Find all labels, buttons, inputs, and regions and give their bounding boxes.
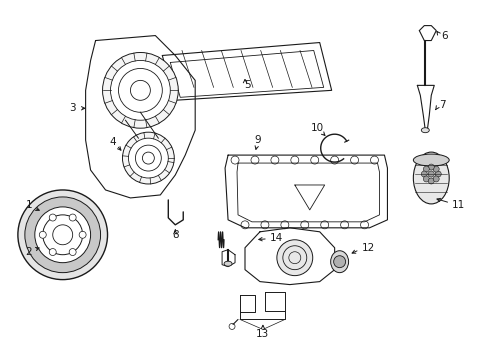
Circle shape (421, 171, 427, 177)
Circle shape (427, 178, 433, 184)
Circle shape (18, 190, 107, 280)
Circle shape (427, 164, 433, 170)
Text: 6: 6 (440, 31, 447, 41)
Text: 9: 9 (254, 135, 261, 145)
Ellipse shape (330, 251, 348, 273)
Text: 14: 14 (269, 233, 283, 243)
Text: 12: 12 (361, 243, 374, 253)
Text: 3: 3 (69, 103, 76, 113)
Circle shape (35, 207, 90, 263)
Circle shape (110, 60, 170, 120)
Circle shape (69, 214, 76, 221)
Text: 1: 1 (25, 200, 32, 210)
Ellipse shape (421, 128, 428, 133)
Circle shape (423, 176, 428, 182)
Circle shape (49, 214, 56, 221)
Circle shape (49, 248, 56, 256)
Text: 4: 4 (109, 137, 116, 147)
Circle shape (128, 138, 168, 178)
Circle shape (434, 171, 440, 177)
Text: 10: 10 (310, 123, 324, 133)
Circle shape (427, 171, 433, 177)
Circle shape (39, 231, 46, 238)
Text: 2: 2 (25, 247, 32, 257)
Circle shape (276, 240, 312, 276)
Text: 5: 5 (244, 80, 251, 90)
Circle shape (25, 197, 101, 273)
Ellipse shape (412, 154, 448, 166)
Text: 13: 13 (256, 329, 269, 339)
Ellipse shape (224, 261, 232, 266)
Text: 11: 11 (451, 200, 465, 210)
Circle shape (122, 132, 174, 184)
Circle shape (432, 176, 438, 182)
Text: 8: 8 (172, 230, 178, 240)
Circle shape (102, 53, 178, 128)
Circle shape (432, 166, 438, 172)
Circle shape (79, 231, 86, 238)
Circle shape (423, 166, 428, 172)
Circle shape (333, 256, 345, 268)
Text: 7: 7 (438, 100, 445, 110)
Ellipse shape (412, 152, 448, 204)
Circle shape (69, 248, 76, 256)
